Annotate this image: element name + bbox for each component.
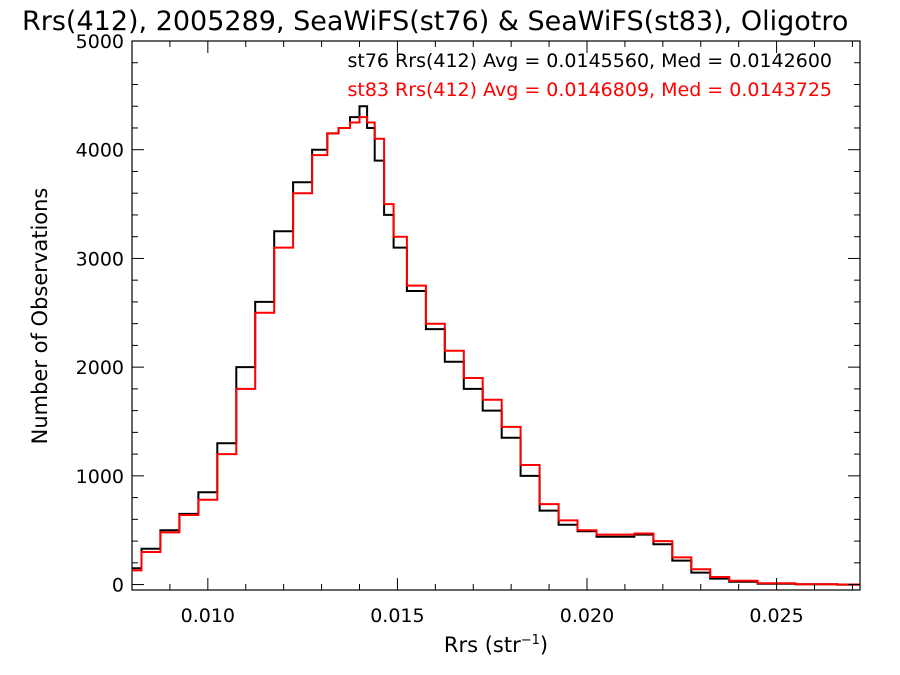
series-line-st76 (132, 105, 860, 586)
x-axis-label-main: Rrs (str (444, 633, 521, 657)
plot-area: 0.010 0.015 0.020 0.025 0 1000 2000 3000 4000 50… (76, 31, 861, 627)
y-tick-label: 5000 (76, 31, 124, 53)
y-axis: 0 1000 2000 3000 4000 5000 (76, 31, 860, 597)
chart-title: Rrs(412), 2005289, SeaWiFS(st76) & SeaWi… (22, 6, 848, 37)
y-tick-label: 1000 (76, 466, 124, 488)
series-line-st83 (132, 116, 860, 586)
series-layer (132, 105, 860, 586)
x-tick-label: 0.020 (560, 605, 614, 627)
y-tick-label: 0 (112, 575, 124, 597)
x-tick-label: 0.015 (370, 605, 424, 627)
x-tick-label: 0.025 (749, 605, 803, 627)
x-tick-label: 0.010 (181, 605, 235, 627)
legend-entry-st76: st76 Rrs(412) Avg = 0.0145560, Med = 0.0… (347, 50, 832, 72)
x-axis-label: Rrs (str−1) (444, 633, 548, 657)
plot-frame (131, 40, 861, 591)
legend-entry-st83: st83 Rrs(412) Avg = 0.0146809, Med = 0.0… (347, 79, 832, 101)
x-axis-label-close: ) (540, 633, 548, 657)
legend: st76 Rrs(412) Avg = 0.0145560, Med = 0.0… (347, 50, 832, 101)
y-axis-label: Number of Observations (28, 188, 52, 445)
y-tick-label: 4000 (76, 140, 124, 162)
y-tick-label: 2000 (76, 357, 124, 379)
y-tick-label: 3000 (76, 248, 124, 270)
x-axis: 0.010 0.015 0.020 0.025 (131, 41, 853, 627)
x-axis-label-sup: −1 (521, 633, 540, 648)
